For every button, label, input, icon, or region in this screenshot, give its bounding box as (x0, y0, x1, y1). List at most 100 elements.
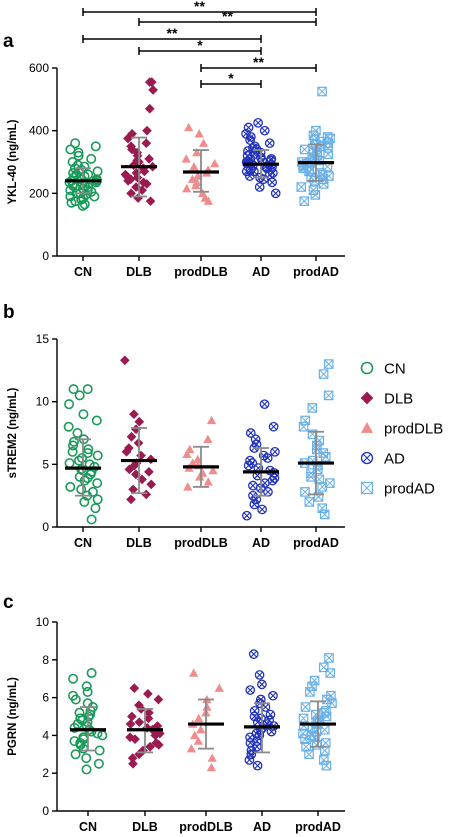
data-point (81, 681, 92, 692)
data-point (125, 732, 135, 743)
data-point (73, 150, 84, 161)
data-point (188, 458, 198, 467)
series-AD (244, 649, 279, 771)
x-tick-label: CN (74, 536, 92, 550)
data-point (193, 736, 203, 745)
data-point (92, 494, 103, 505)
data-point (296, 182, 307, 192)
data-point (144, 154, 154, 164)
data-point (245, 428, 256, 438)
data-point (325, 478, 335, 488)
x-tick-label: prodAD (293, 265, 339, 279)
data-point (242, 510, 252, 521)
data-point (78, 409, 89, 420)
data-point (141, 138, 152, 149)
data-point (299, 144, 310, 155)
data-point (67, 446, 78, 457)
data-point (249, 705, 260, 716)
x-tick-label: AD (253, 820, 271, 834)
data-point (207, 753, 217, 762)
y-tick-label: 15 (36, 332, 50, 346)
y-tick-label: 6 (42, 691, 49, 705)
data-point (79, 161, 90, 172)
data-point (321, 706, 331, 716)
significance-bracket: ** (200, 54, 317, 72)
y-axis-title: sTREM2 (ng/mL) (7, 387, 19, 478)
summary-prodDLB (183, 149, 219, 193)
data-point (77, 453, 88, 464)
data-point (198, 138, 209, 147)
x-tick-label: DLB (126, 536, 152, 550)
data-point (145, 196, 156, 206)
summary-DLB (121, 136, 157, 198)
y-tick-label: 0 (42, 804, 49, 818)
legend-marker (360, 361, 374, 375)
data-point (300, 487, 310, 497)
significance-bracket: ** (82, 25, 262, 43)
panel-c: c 0 2 4 6 8 10 CN DLB prodDLB AD prodAD PGRN (ng/mL) (3, 592, 345, 834)
data-point (299, 196, 310, 206)
y-tick-label: 5 (42, 457, 49, 471)
data-point (200, 193, 210, 202)
data-point (68, 690, 79, 701)
significance-bracket: * (138, 37, 262, 55)
data-point (73, 147, 84, 158)
data-point (182, 449, 192, 459)
data-point (70, 749, 81, 760)
data-point (86, 668, 97, 679)
data-point (307, 403, 318, 413)
data-point (197, 468, 208, 477)
data-point (257, 679, 267, 690)
summary-DLB (121, 427, 157, 495)
legend-item-AD: AD (360, 451, 405, 468)
data-point (90, 141, 101, 152)
data-point (318, 755, 329, 765)
significance-label: * (228, 70, 234, 86)
data-point (81, 764, 92, 775)
summary-CN (65, 438, 101, 497)
legend-label: AD (384, 451, 405, 468)
data-point (319, 509, 330, 520)
y-tick-label: 0 (42, 249, 49, 263)
data-point (309, 675, 320, 686)
legend-marker (360, 391, 374, 405)
data-point (127, 711, 137, 722)
data-point (83, 169, 94, 180)
data-point (321, 760, 332, 771)
summary-AD (243, 447, 279, 497)
data-point (300, 702, 311, 712)
y-tick-label: 2 (42, 766, 49, 780)
legend-label: prodDLB (384, 421, 443, 438)
data-point (202, 702, 212, 711)
data-point (252, 760, 263, 771)
data-point (86, 153, 97, 164)
data-point (148, 85, 158, 95)
significance-label: ** (222, 8, 233, 24)
data-point (183, 482, 193, 491)
significance-label: ** (194, 0, 205, 14)
data-point (265, 709, 276, 720)
data-point (134, 700, 144, 710)
data-point (259, 399, 270, 410)
data-point (127, 128, 137, 139)
data-point (64, 458, 75, 469)
data-point (79, 496, 90, 507)
data-point (143, 688, 153, 699)
panel-letter: c (3, 592, 14, 613)
data-point (185, 444, 195, 453)
legend-item-CN: CN (360, 361, 406, 378)
data-point (194, 713, 204, 723)
data-point (190, 730, 200, 740)
y-tick-label: 400 (29, 124, 49, 138)
data-point (144, 103, 155, 114)
series-DLB (119, 355, 157, 505)
data-point (305, 687, 315, 697)
summary-prodDLB (183, 445, 219, 488)
data-point (181, 154, 191, 163)
data-point (300, 415, 311, 426)
data-point (324, 653, 334, 663)
data-point (124, 443, 134, 453)
data-point (323, 149, 333, 159)
data-point (90, 503, 101, 514)
